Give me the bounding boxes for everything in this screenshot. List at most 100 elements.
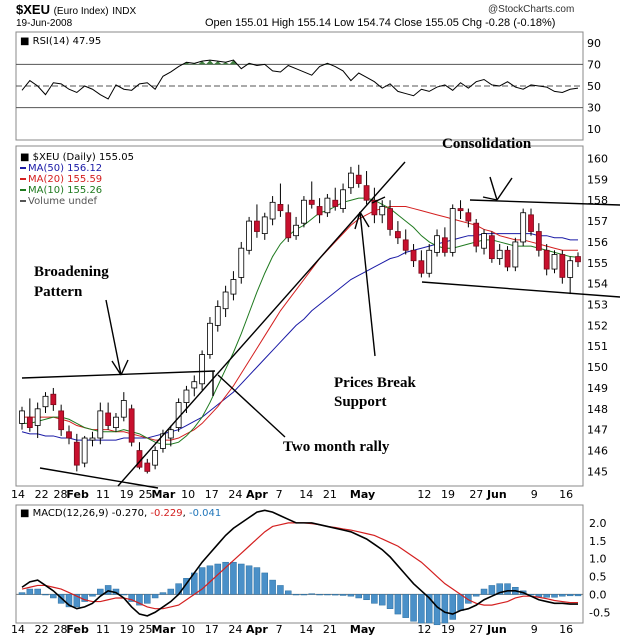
chart-date: 19-Jun-2008 xyxy=(16,18,73,29)
candle-up xyxy=(207,322,213,355)
macd-histogram-bar xyxy=(551,594,558,598)
candle-down xyxy=(66,431,72,439)
candle-down xyxy=(559,254,566,278)
macd-histogram-bar xyxy=(371,594,378,604)
price-panel xyxy=(15,145,584,487)
price-tick-150: 150 xyxy=(587,361,608,374)
macd-tick: 1.5 xyxy=(589,535,607,548)
candle-down xyxy=(457,208,464,212)
x-axis-label: 28 xyxy=(54,623,68,636)
x-axis-label: May xyxy=(350,623,375,636)
candle-down xyxy=(144,462,151,472)
x-axis-label: 10 xyxy=(181,488,195,501)
x-axis-label: Jun xyxy=(486,623,507,636)
candle-up xyxy=(301,199,307,224)
candle-down xyxy=(504,249,511,268)
annotation-label: Consolidation xyxy=(442,136,532,152)
x-axis-label: 24 xyxy=(228,623,242,636)
candle-up xyxy=(567,260,574,278)
candle-down xyxy=(575,256,581,263)
macd-histogram-bar xyxy=(425,594,433,624)
consolidation-bottom-line xyxy=(421,281,620,298)
candle-down xyxy=(488,235,495,260)
rally-line xyxy=(117,161,406,487)
x-axis-label: Mar xyxy=(151,623,175,636)
rsi-tick-90: 90 xyxy=(587,37,601,50)
macd-legend: ■ MACD(12,26,9) -0.270, -0.229, -0.041 xyxy=(20,508,221,519)
macd-histogram-bar xyxy=(269,579,276,595)
macd-histogram-bar xyxy=(230,561,237,595)
macd-histogram-bar xyxy=(144,594,151,604)
macd-line xyxy=(21,509,578,617)
consolidation-arrow-head xyxy=(496,177,513,201)
macd-histogram-bar xyxy=(308,593,315,595)
candle-up xyxy=(222,291,229,310)
macd-histogram-bar xyxy=(324,594,331,596)
price-tick-157: 157 xyxy=(587,215,608,228)
broadening-arrow-head xyxy=(120,359,129,376)
macd-histogram-bar xyxy=(433,594,441,626)
macd-histogram-bar xyxy=(120,594,128,596)
broadening-arrow-head xyxy=(111,360,122,376)
macd-histogram-bar xyxy=(167,588,175,595)
macd-histogram-bar xyxy=(543,594,550,598)
x-axis-label: Mar xyxy=(151,488,175,501)
candle-down xyxy=(308,199,315,205)
candle-down xyxy=(332,199,339,207)
candle-down xyxy=(277,204,284,212)
candle-down xyxy=(543,249,550,270)
price-layer: 145 146 147 148 149 150 151 152 153 154 155 156 157 1… xyxy=(19,152,608,478)
macd-histogram-bar xyxy=(386,594,394,609)
x-axis-label: May xyxy=(350,488,375,501)
price-legend-item: MA(20) 155.59 xyxy=(28,174,102,185)
candle-down xyxy=(441,237,448,253)
price-tick-155: 155 xyxy=(587,257,608,270)
x-axis-label: 21 xyxy=(323,623,337,636)
annotation-layer: Broadening Pattern Two month rally Prices B… xyxy=(21,136,620,489)
candle-up xyxy=(230,279,237,295)
broadening-arrow xyxy=(105,299,122,376)
candle-down xyxy=(394,231,401,239)
price-tick-160: 160 xyxy=(587,153,608,166)
candle-down xyxy=(410,249,417,262)
macd-tick: 0.0 xyxy=(589,588,607,601)
consolidation-top-line xyxy=(469,199,620,206)
candle-up xyxy=(89,437,96,441)
price-tick-152: 152 xyxy=(587,319,608,332)
x-axis-label: 14 xyxy=(11,623,25,636)
x-axis-label: 12 xyxy=(417,488,431,501)
candle-up xyxy=(42,395,49,408)
candle-up xyxy=(97,410,104,439)
candle-down xyxy=(355,174,362,184)
annotation-label: Prices Break xyxy=(334,375,416,391)
candle-down xyxy=(50,393,57,406)
rally-pointer xyxy=(217,374,286,438)
x-axis-label: 17 xyxy=(205,488,219,501)
x-axis-label: 19 xyxy=(441,488,455,501)
candle-down xyxy=(418,260,425,274)
macd-histogram-bar xyxy=(457,594,464,611)
price-tick-148: 148 xyxy=(587,403,608,416)
macd-histogram-bar xyxy=(277,585,284,595)
macd-histogram-bar xyxy=(18,592,26,595)
x-axis-label: 19 xyxy=(120,488,134,501)
price-tick-147: 147 xyxy=(587,424,608,437)
macd-legend-part: ■ xyxy=(20,508,33,519)
macd-layer: -0.5 0.0 0.5 1.0 1.5 2.0 ■ MACD(12,26,9) -0.27… xyxy=(16,508,610,626)
watermark: @StockCharts.com xyxy=(488,4,575,15)
macd-histogram-bar xyxy=(151,594,159,599)
macd-histogram-bar xyxy=(34,588,41,595)
price-tick-159: 159 xyxy=(587,173,608,186)
macd-histogram-bar xyxy=(300,594,308,596)
x-axis-label: 19 xyxy=(441,623,455,636)
price-legend-item: ■ $XEU (Daily) 155.05 xyxy=(20,152,134,163)
candle-up xyxy=(81,437,88,464)
price-tick-156: 156 xyxy=(587,236,608,249)
x-axis-label: Feb xyxy=(66,623,89,636)
broadening-top-line xyxy=(21,370,216,379)
x-axis-label: 11 xyxy=(96,488,110,501)
macd-histogram-bar xyxy=(347,594,355,597)
macd-histogram-bar xyxy=(480,588,488,595)
candle-down xyxy=(535,231,542,251)
macd-histogram-bar xyxy=(566,594,574,597)
